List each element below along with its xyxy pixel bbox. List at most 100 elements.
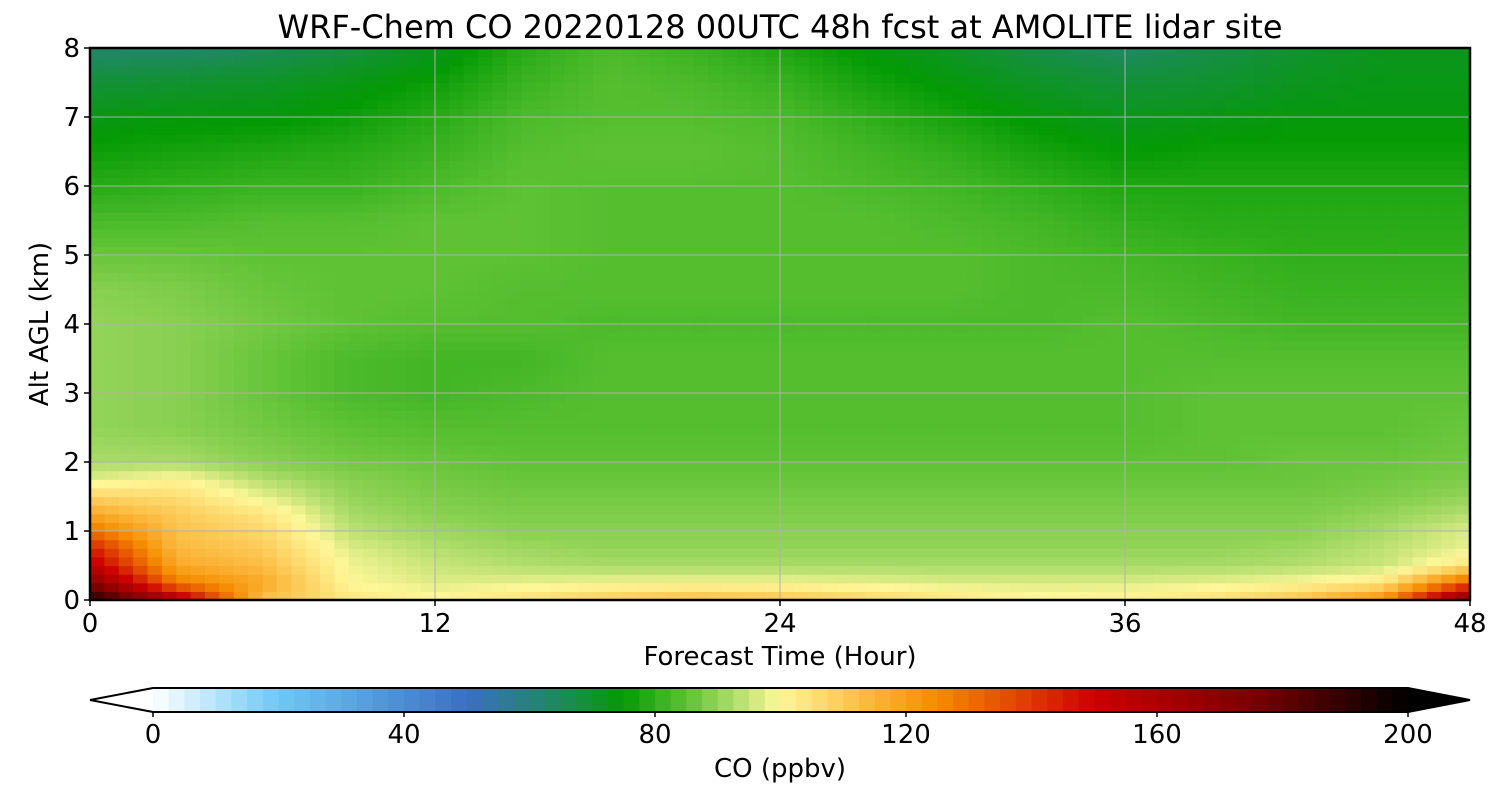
heatmap-cell [320,453,335,463]
heatmap-cell [823,505,839,515]
heatmap-cell [923,211,939,222]
heatmap-cell [966,384,982,394]
heatmap-cell [1254,341,1270,351]
heatmap-cell [765,280,781,291]
heatmap-cell [449,246,465,256]
heatmap-cell [406,582,422,592]
heatmap-cell [1268,177,1284,187]
heatmap-cell [1125,194,1140,204]
heatmap-cell [866,418,882,429]
heatmap-cell [981,246,997,256]
heatmap-cell [1053,315,1069,325]
heatmap-cell [1038,315,1054,325]
heatmap-cell [1168,220,1184,230]
heatmap-cell [1441,565,1457,575]
heatmap-cell [205,255,220,265]
heatmap-cell [1268,186,1284,196]
heatmap-cell [334,418,350,429]
heatmap-cell [449,203,465,213]
heatmap-cell [1038,203,1054,213]
heatmap-cell [751,582,767,592]
heatmap-cell [952,401,968,411]
heatmap-cell [837,393,853,403]
heatmap-cell [837,401,853,411]
heatmap-cell [1311,418,1327,429]
heatmap-cell [808,531,824,541]
heatmap-cell [133,487,149,498]
heatmap-cell [219,160,235,170]
heatmap-cell [765,186,781,196]
heatmap-cell [1010,479,1025,489]
heatmap-cell [363,186,379,196]
heatmap-cell [1125,203,1140,213]
heatmap-cell [1426,229,1442,239]
heatmap-cell [1182,315,1198,325]
heatmap-cell [377,470,393,480]
heatmap-cell [866,393,882,403]
heatmap-cell [1038,229,1054,239]
heatmap-cell [406,384,422,394]
heatmap-cell [205,298,220,308]
heatmap-cell [492,436,508,446]
heatmap-cell [320,384,335,394]
heatmap-cell [837,211,853,222]
heatmap-cell [679,436,695,446]
heatmap-cell [248,237,264,247]
heatmap-cell [564,272,580,282]
heatmap-cell [1283,306,1299,316]
heatmap-cell [923,289,939,299]
heatmap-cell [1441,280,1457,291]
heatmap-cell [564,341,580,351]
heatmap-cell [665,470,680,480]
heatmap-cell [593,470,609,480]
heatmap-cell [506,496,522,506]
heatmap-cell [348,470,364,480]
heatmap-cell [578,531,594,541]
heatmap-cell [133,444,149,454]
heatmap-cell [1038,151,1054,161]
heatmap-cell [564,496,580,506]
heatmap-cell [808,453,824,463]
heatmap-cell [1053,246,1069,256]
heatmap-cell [765,298,781,308]
heatmap-cell [1211,505,1227,515]
heatmap-cell [895,548,910,558]
heatmap-cell [1441,393,1457,403]
heatmap-cell [751,487,767,498]
heatmap-cell [161,358,177,368]
heatmap-cell [866,349,882,360]
heatmap-cell [909,548,925,558]
heatmap-cell [535,487,551,498]
heatmap-cell [621,255,637,265]
heatmap-cell [305,410,321,420]
heatmap-cell [1355,418,1370,429]
heatmap-cell [1153,263,1169,273]
heatmap-cell [1182,436,1198,446]
heatmap-cell [1225,505,1241,515]
heatmap-cell [823,453,839,463]
heatmap-cell [880,168,896,178]
heatmap-cell [1125,384,1140,394]
heatmap-cell [966,496,982,506]
heatmap-cell [1024,574,1040,584]
heatmap-cell [147,315,163,325]
heatmap-cell [420,341,436,351]
heatmap-cell [190,444,206,454]
heatmap-cell [1369,384,1385,394]
heatmap-cell [1182,263,1198,273]
heatmap-cell [1369,272,1385,282]
heatmap-cell [693,591,709,601]
heatmap-cell [478,444,494,454]
heatmap-cell [1326,341,1342,351]
heatmap-cell [147,194,163,204]
heatmap-cell [851,229,867,239]
heatmap-cell [1412,565,1428,575]
heatmap-cell [880,470,896,480]
heatmap-cell [1038,556,1054,567]
heatmap-cell [334,470,350,480]
heatmap-cell [1211,591,1227,601]
heatmap-cell [506,531,522,541]
heatmap-cell [1182,168,1198,178]
heatmap-cell [1355,246,1370,256]
heatmap-cell [1297,160,1313,170]
